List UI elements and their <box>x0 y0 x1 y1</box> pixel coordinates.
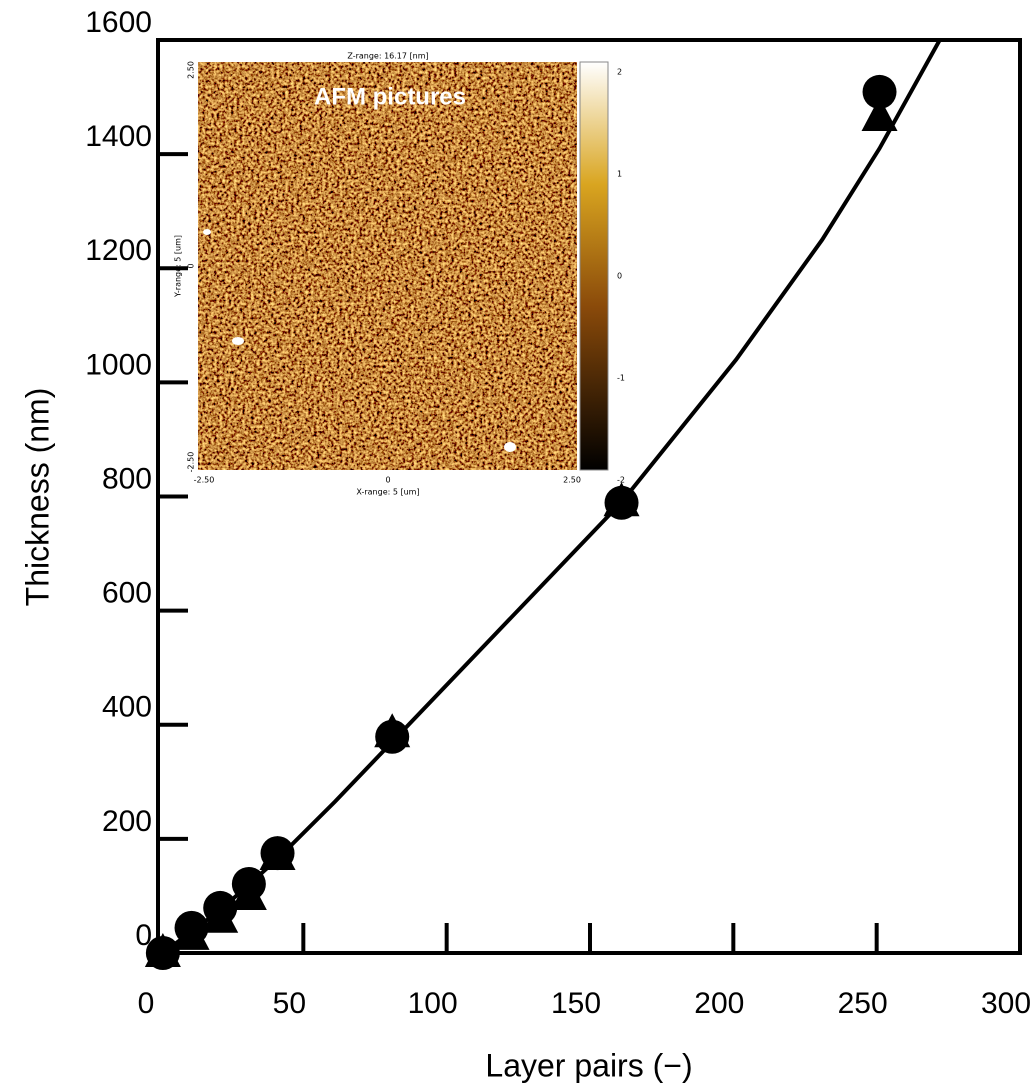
inset-x-label: X-range: 5 [um] <box>356 488 419 497</box>
y-tick-label: 800 <box>102 462 152 495</box>
colorbar-tick: -1 <box>617 374 625 383</box>
inset-x-tick: 0 <box>385 476 390 485</box>
y-tick-label: 200 <box>102 805 152 838</box>
inset: AFM pictures Z-range: 16.17 [nm] X-range… <box>174 52 609 497</box>
afm-particle <box>203 229 211 235</box>
colorbar-tick: 1 <box>617 170 622 179</box>
inset-y-tick: -2.50 <box>187 452 196 473</box>
y-axis-label: Thickness (nm) <box>19 388 55 607</box>
circle-marker <box>261 836 295 870</box>
y-tick-label: 1000 <box>85 348 152 381</box>
y-tick-label: 1400 <box>85 120 152 153</box>
inset-x-tick: -2.50 <box>194 476 215 485</box>
y-tick-label: 1200 <box>85 234 152 267</box>
y-tick-label: 600 <box>102 577 152 610</box>
inset-y-tick: 0 <box>187 263 196 268</box>
inset-z-label: Z-range: 16.17 [nm] <box>347 52 428 61</box>
x-tick-label: 250 <box>838 987 888 1020</box>
x-tick-label: 150 <box>551 987 601 1020</box>
colorbar-tick: 2 <box>617 68 622 77</box>
inset-y-tick: 2.50 <box>187 61 196 79</box>
x-tick-label: 50 <box>273 987 306 1020</box>
colorbar-tick: -2 <box>617 476 625 485</box>
x-tick-label: 0 <box>138 987 155 1020</box>
circle-marker <box>375 720 409 754</box>
inset-title: AFM pictures <box>314 83 466 110</box>
x-axis-label: Layer pairs (−) <box>485 1047 692 1083</box>
x-tick-label: 200 <box>694 987 744 1020</box>
y-tick-label: 400 <box>102 691 152 724</box>
inset-x-tick: 2.50 <box>563 476 581 485</box>
afm-particle <box>232 337 244 345</box>
colorbar <box>580 62 608 470</box>
afm-particle <box>504 442 516 452</box>
x-tick-label: 100 <box>408 987 458 1020</box>
circle-marker <box>863 75 897 109</box>
colorbar-tick: 0 <box>617 272 622 281</box>
x-tick-label: 300 <box>981 987 1031 1020</box>
chart: AFM pictures Z-range: 16.17 [nm] X-range… <box>0 0 1031 1091</box>
afm-texture <box>198 62 577 470</box>
y-tick-label: 1600 <box>85 6 152 39</box>
